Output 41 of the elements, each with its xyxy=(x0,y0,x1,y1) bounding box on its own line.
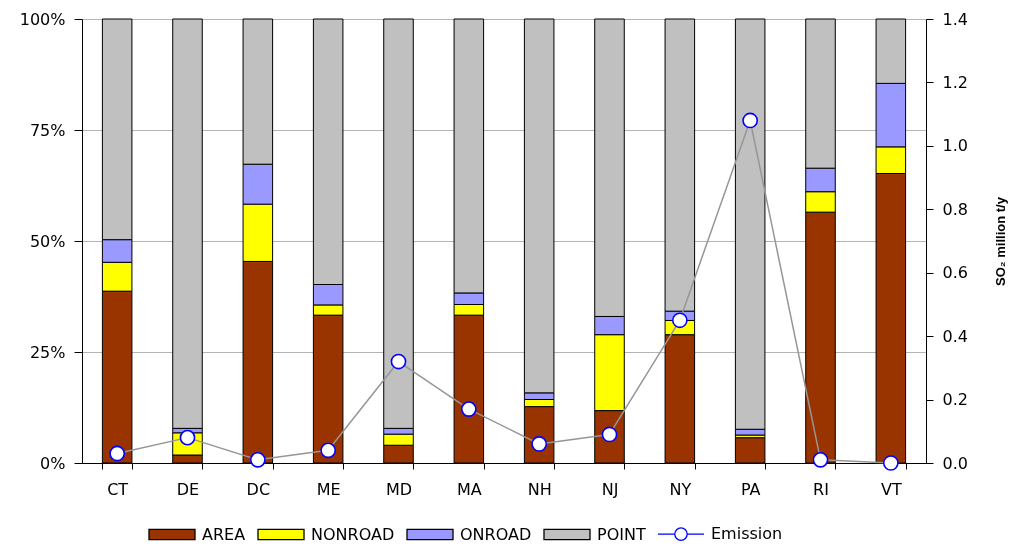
y2-tick-label: 1.0 xyxy=(942,136,968,156)
x-tick-label: NY xyxy=(669,479,692,499)
y2-tick-label: 0.2 xyxy=(942,390,968,410)
x-tick-label: RI xyxy=(813,479,829,499)
legend-label: AREA xyxy=(202,524,246,544)
y2-tick-label: 1.2 xyxy=(942,72,968,92)
y2-tick-label: 0.8 xyxy=(942,199,968,219)
y2-tick-label: 1.4 xyxy=(942,9,968,29)
x-tick-label: MA xyxy=(456,479,482,499)
x-tick-label: ME xyxy=(316,479,341,499)
x-tick-label: MD xyxy=(385,479,413,499)
y-tick-label: 75% xyxy=(29,120,66,140)
legend-label: POINT xyxy=(597,524,646,544)
y-tick-label: 100% xyxy=(19,9,66,29)
y2-tick-label: 0.4 xyxy=(942,326,968,346)
legend-label: Emission xyxy=(711,524,783,544)
point xyxy=(390,353,407,370)
point xyxy=(320,442,337,459)
legend-label: ONROAD xyxy=(460,524,532,544)
x-tick-label: NH xyxy=(527,479,552,499)
point xyxy=(812,451,829,468)
legend-label: NONROAD xyxy=(311,524,395,544)
point xyxy=(249,451,266,468)
y2-tick-label: 0.0 xyxy=(942,453,968,473)
point xyxy=(671,312,688,329)
point xyxy=(531,436,548,452)
y-tick-label: 0% xyxy=(40,453,66,473)
point xyxy=(109,445,126,462)
y-tick-label: 50% xyxy=(29,231,66,251)
x-tick-label: DC xyxy=(246,479,271,499)
point xyxy=(882,455,899,471)
y2-axis-title: SO₂ million t/y xyxy=(992,196,1008,286)
x-tick-label: DE xyxy=(176,479,200,499)
x-tick-label: CT xyxy=(107,479,129,499)
x-tick-label: VT xyxy=(880,479,902,499)
y2-tick-label: 0.6 xyxy=(942,263,968,283)
point xyxy=(460,401,477,417)
y-tick-label: 25% xyxy=(29,342,66,362)
x-tick-label: PA xyxy=(740,479,761,499)
point xyxy=(742,112,759,129)
x-tick-label: NJ xyxy=(601,479,619,499)
